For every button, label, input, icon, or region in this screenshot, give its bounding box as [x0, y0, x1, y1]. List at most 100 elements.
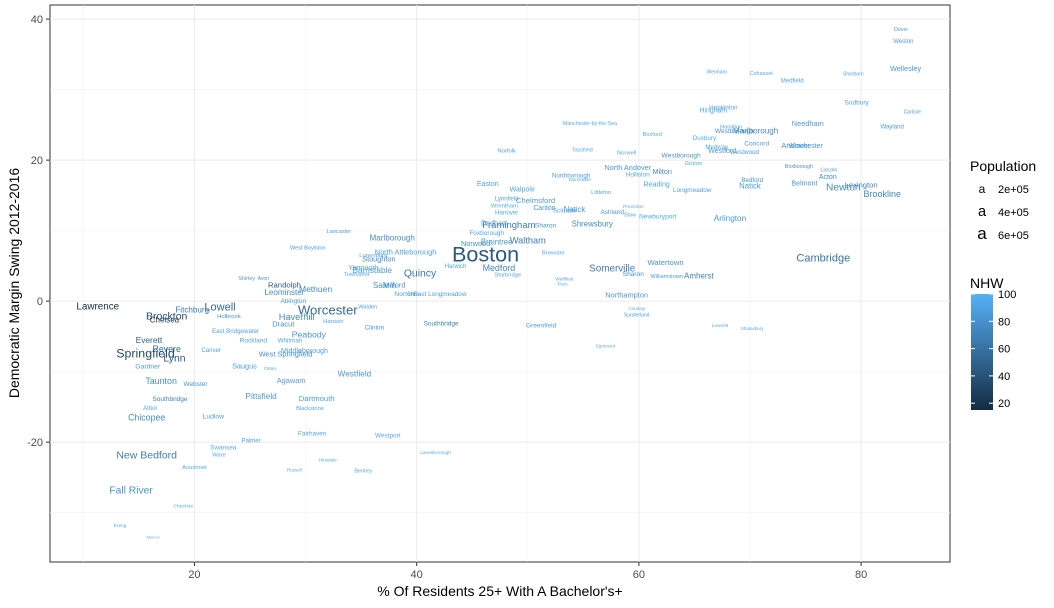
y-tick-label: 40	[31, 14, 43, 26]
x-tick-label: 80	[855, 569, 867, 581]
town-label: Andover	[781, 141, 810, 150]
y-tick-label: 0	[37, 296, 43, 308]
town-label: Springfield	[116, 346, 175, 360]
town-labels: Dover Weston Wellesley Sherborn Wenham Cohass…	[76, 27, 921, 539]
town-label: Wayland	[880, 124, 903, 131]
town-label: Winchester	[788, 143, 823, 150]
legend-nhw-title: NHW	[970, 275, 1004, 291]
town-label: Medfield	[781, 79, 804, 85]
town-label: Leverett	[712, 323, 729, 328]
legend-population: Population a 2e+05 a 4e+05 a 6e+05	[970, 158, 1036, 243]
town-label: Easton	[477, 181, 499, 188]
town-label: Norwood	[461, 239, 490, 248]
town-label: Williamstown	[650, 274, 683, 280]
town-label: Townsend	[344, 272, 370, 278]
town-label: Manchester-by-the-Sea	[563, 121, 617, 127]
town-label: Boston	[452, 242, 519, 267]
town-label: Princeton	[623, 204, 644, 210]
town-label: Watertown	[648, 258, 684, 267]
town-label: Scituate	[553, 208, 577, 215]
town-label: Newburyport	[639, 213, 677, 220]
town-label: Hingham	[700, 108, 728, 115]
town-label: Dunstable	[569, 177, 591, 183]
town-label: Whitman	[278, 337, 303, 344]
town-label: North Attleborough	[375, 247, 437, 256]
town-label: Swansea	[210, 444, 237, 451]
town-label: Norwell	[617, 151, 637, 157]
town-label: Sharon	[623, 271, 645, 278]
town-label: Chelmsford	[516, 196, 555, 205]
town-label: East Bridgewater	[212, 328, 259, 335]
town-label: Dedham	[481, 219, 508, 227]
town-label: Athol	[143, 406, 157, 412]
town-label: Cheshire	[174, 504, 194, 510]
town-label: Bedford	[741, 177, 763, 184]
town-label: Agawam	[277, 376, 306, 385]
town-label: Boxford	[643, 132, 662, 138]
town-label: Wellfleet	[555, 277, 574, 283]
town-label: Chelsea	[150, 315, 180, 324]
town-label: Shutesbury	[741, 326, 765, 331]
town-label: Northborough	[552, 172, 591, 179]
town-label: Hinsdale	[319, 458, 337, 463]
town-label: Holbrook	[217, 314, 241, 320]
town-label: Westborough	[715, 128, 754, 135]
town-label: Holliston	[626, 172, 650, 179]
town-label: Stow	[407, 292, 419, 298]
town-label: Ludlow	[203, 414, 225, 421]
town-label: Hanson	[323, 319, 343, 325]
town-label: Lawrence	[76, 301, 119, 312]
town-label: Lowell	[204, 301, 235, 313]
town-label: Shrewsbury	[572, 219, 613, 228]
town-label: Somerville	[589, 263, 636, 274]
town-label: Marlborough	[733, 126, 778, 135]
town-label: Lanesborough	[420, 450, 451, 456]
town-label: Fall River	[109, 486, 153, 497]
town-label: Haverhill	[279, 312, 315, 322]
town-label: Lunenburg	[359, 253, 387, 259]
town-label: Westwood	[730, 149, 760, 156]
town-label: Monroe	[147, 535, 160, 539]
legend-size-glyph: a	[978, 204, 987, 220]
town-label: Ware	[212, 452, 226, 458]
town-label: Ashland	[600, 209, 624, 216]
town-label: Weston	[893, 39, 913, 45]
town-label: New Bedford	[116, 449, 177, 461]
town-label: Russell	[287, 468, 302, 473]
town-label: Concord	[744, 141, 769, 148]
town-label: Acton	[819, 174, 837, 181]
town-label: Lynnfield	[495, 196, 519, 202]
town-label: Gardner	[135, 363, 161, 370]
x-tick-label: 20	[188, 569, 200, 581]
legend-population-entries: a 2e+05 a 4e+05 a 6e+05	[977, 182, 1029, 243]
town-label: Groton	[684, 161, 702, 167]
town-label: Westborough	[662, 153, 701, 160]
town-label: Sherborn	[843, 71, 864, 77]
town-label: Revere	[152, 344, 180, 354]
y-tick-label: -20	[27, 437, 43, 449]
town-label: Foxborough	[469, 230, 504, 237]
town-label: Dracut	[272, 319, 295, 328]
town-label: Hopkinton	[709, 105, 738, 112]
town-label: Wellesley	[890, 64, 921, 73]
town-label: West Springfield	[259, 350, 313, 359]
town-label: Reading	[643, 181, 669, 189]
town-label: Saugus	[232, 362, 257, 371]
town-label: East Longmeadow	[414, 291, 467, 298]
town-label: Carlisle	[904, 110, 921, 116]
town-label: Medford	[483, 263, 516, 273]
town-label: Sharon	[535, 222, 557, 229]
town-label: Webster	[184, 381, 209, 388]
town-label: Shirley	[238, 276, 255, 282]
town-label: Acushnet	[182, 465, 207, 471]
town-label: Brookline	[863, 189, 901, 199]
town-label: Palmer	[242, 438, 261, 444]
town-label: Southbridge	[424, 320, 459, 327]
town-label: Belmont	[791, 179, 817, 187]
town-label: Natick	[739, 181, 761, 190]
town-label: Chicopee	[128, 412, 165, 422]
legend-size-glyph: a	[977, 224, 987, 243]
town-label: Medway	[705, 144, 729, 151]
town-label: Norfolk	[497, 149, 516, 155]
